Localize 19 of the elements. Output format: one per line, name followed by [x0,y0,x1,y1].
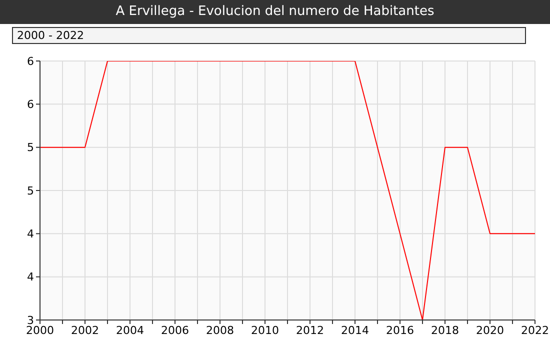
text: 2000 - 2022 [12,27,526,44]
y-tick-label: 4 [27,228,34,241]
x-tick-label: 2018 [431,324,459,337]
x-tick-label: 2010 [251,324,279,337]
x-tick-label: 2004 [116,324,144,337]
y-tick-label: 6 [27,98,34,112]
x-tick-label: 2020 [476,324,504,337]
x-tick-label: 2002 [71,324,99,337]
x-tick-label: 2006 [161,324,189,337]
x-tick-label: 2022 [521,324,549,337]
x-tick-label: 2008 [206,324,234,337]
y-tick-label: 5 [27,184,34,198]
y-tick-label: 6 [27,54,34,68]
y-tick-label: 4 [27,270,34,284]
y-tick-label: 5 [27,141,34,154]
x-tick-label: 2012 [296,324,324,337]
chart-title: A Ervillega - Evolucion del numero de Habitantes [0,0,550,24]
x-tick-label: 2014 [341,324,369,337]
x-tick-label: 2016 [386,324,414,337]
